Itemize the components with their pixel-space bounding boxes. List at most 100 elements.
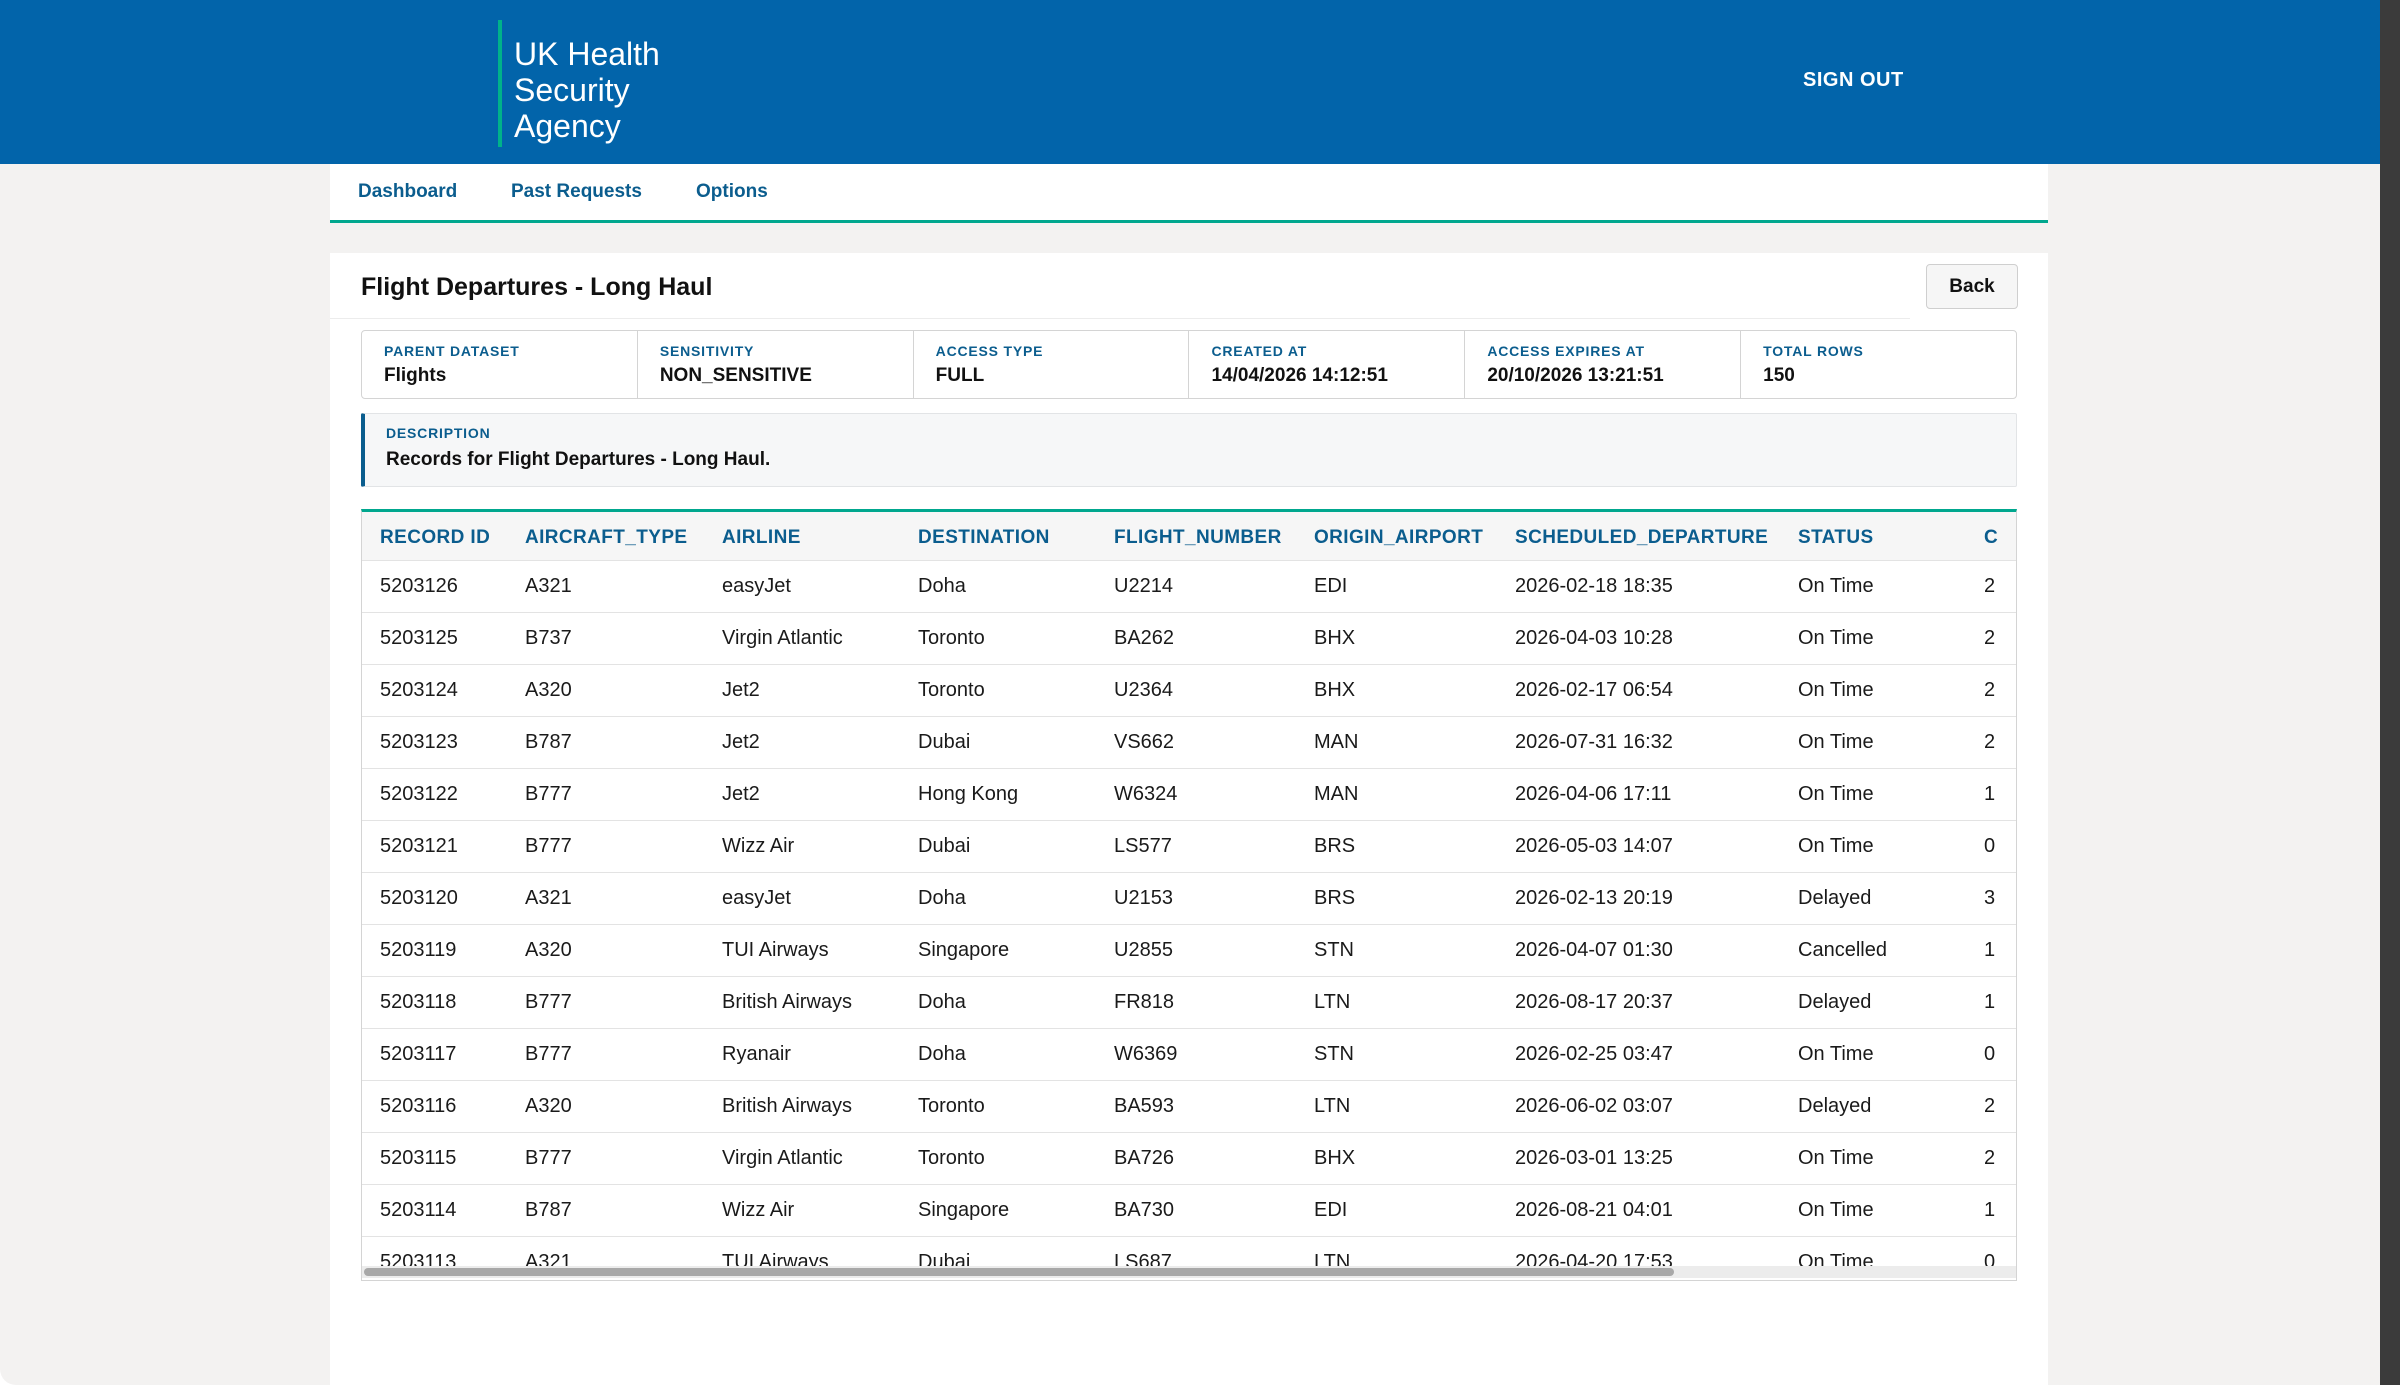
sign-out-link[interactable]: SIGN OUT	[1803, 69, 1904, 91]
meta-parent-dataset: PARENT DATASET Flights	[362, 331, 638, 398]
table-cell: Jet2	[722, 783, 760, 805]
table-row[interactable]: 5203126 A321 easyJet Doha U2214 EDI 2026-02-18…	[362, 560, 2016, 612]
meta-value: 14/04/2026 14:12:51	[1211, 365, 1388, 386]
table-row[interactable]: 5203119 A320 TUI Airways Singapore U2855 STN 2…	[362, 924, 2016, 976]
table-cell: On Time	[1798, 731, 1874, 753]
table-row[interactable]: 5203115 B777 Virgin Atlantic Toronto BA726 BH…	[362, 1132, 2016, 1184]
nav-options[interactable]: Options	[696, 181, 768, 202]
table-row[interactable]: 5203124 A320 Jet2 Toronto U2364 BHX 2026-02-17…	[362, 664, 2016, 716]
dataset-card: Flight Departures - Long Haul Back PAREN…	[330, 253, 2048, 1385]
table-cell: 5203123	[380, 731, 458, 753]
meta-value: NON_SENSITIVE	[659, 365, 812, 386]
meta-sensitivity: SENSITIVITY NON_SENSITIVE	[638, 331, 914, 398]
site-header: UK Health Security Agency SIGN OUT	[0, 0, 2380, 164]
table-cell: 1	[1984, 939, 1996, 961]
table-cell: On Time	[1798, 1043, 1874, 1065]
table-cell: On Time	[1798, 575, 1874, 597]
ukhsa-logo[interactable]: UK Health Security Agency	[498, 20, 660, 147]
meta-label: PARENT DATASET	[384, 343, 520, 359]
table-cell: Jet2	[722, 679, 760, 701]
table-cell: FR818	[1114, 991, 1175, 1013]
table-cell: A321	[525, 887, 572, 909]
column-header[interactable]: C	[1984, 527, 1999, 548]
table-row[interactable]: 5203114 B787 Wizz Air Singapore BA730 EDI 2026…	[362, 1184, 2016, 1236]
table-cell: B777	[525, 991, 572, 1013]
table-cell: LTN	[1314, 1095, 1351, 1117]
data-table[interactable]: RECORD ID AIRCRAFT_TYPE AIRLINE DESTINATION…	[361, 509, 2017, 1281]
table-cell: B777	[525, 783, 572, 805]
table-row[interactable]: 5203118 B777 British Airways Doha FR818 LTN 20…	[362, 976, 2016, 1028]
main-nav: Dashboard Past Requests Options	[330, 164, 2048, 223]
table-cell: 2	[1984, 731, 1996, 753]
table-cell: Virgin Atlantic	[722, 627, 843, 649]
table-row[interactable]: 5203116 A320 British Airways Toronto BA593 LT…	[362, 1080, 2016, 1132]
meta-label: ACCESS EXPIRES AT	[1487, 343, 1645, 359]
table-cell: British Airways	[722, 1095, 853, 1117]
back-button[interactable]: Back	[1926, 264, 2018, 309]
table-row[interactable]: 5203123 B787 Jet2 Dubai VS662 MAN 2026-07-31 1…	[362, 716, 2016, 768]
table-row[interactable]: 5203125 B737 Virgin Atlantic Toronto BA262 BH…	[362, 612, 2016, 664]
table-cell: 0	[1984, 1251, 1996, 1273]
table-row[interactable]: 5203122 B777 Jet2 Hong Kong W6324 MAN 2026-04-…	[362, 768, 2016, 820]
table-row[interactable]: 5203121 B777 Wizz Air Dubai LS577 BRS 2026-05-…	[362, 820, 2016, 872]
table-cell: A320	[525, 1095, 572, 1117]
table-cell: BHX	[1314, 1147, 1356, 1169]
nav-past-requests[interactable]: Past Requests	[511, 181, 642, 202]
table-cell: On Time	[1798, 627, 1874, 649]
table-cell: Delayed	[1798, 887, 1872, 909]
table-cell: Ryanair	[722, 1043, 791, 1065]
table-cell: Singapore	[918, 1199, 1010, 1221]
meta-created-at: CREATED AT 14/04/2026 14:12:51	[1189, 331, 1466, 398]
column-header[interactable]: DESTINATION	[918, 527, 1050, 548]
table-cell: 2026-02-18 18:35	[1515, 575, 1673, 597]
table-cell: 2026-03-01 13:25	[1515, 1147, 1673, 1169]
table-cell: On Time	[1798, 1147, 1874, 1169]
table-cell: A320	[525, 939, 572, 961]
table-cell: 2	[1984, 575, 1996, 597]
horizontal-scrollbar-thumb[interactable]	[364, 1268, 1674, 1276]
title-divider	[330, 318, 1910, 319]
description-box: DESCRIPTION Records for Flight Departure…	[361, 413, 2017, 487]
meta-label: CREATED AT	[1211, 343, 1308, 359]
table-cell: U2153	[1114, 887, 1173, 909]
table-cell: BA730	[1114, 1199, 1175, 1221]
table-cell: 5203118	[380, 991, 457, 1013]
meta-value: Flights	[384, 365, 447, 386]
table-cell: EDI	[1314, 575, 1348, 597]
table-cell: LS577	[1114, 835, 1172, 857]
table-row[interactable]: 5203120 A321 easyJet Doha U2153 BRS 2026-02-13…	[362, 872, 2016, 924]
nav-dashboard[interactable]: Dashboard	[358, 181, 458, 202]
table-cell: 2026-07-31 16:32	[1515, 731, 1673, 753]
table-cell: B787	[525, 731, 572, 753]
page-title: Flight Departures - Long Haul	[361, 273, 713, 301]
table-cell: B737	[525, 627, 572, 649]
column-header[interactable]: AIRCRAFT_TYPE	[525, 527, 688, 548]
column-header[interactable]: ORIGIN_AIRPORT	[1314, 527, 1484, 548]
table-cell: 5203117	[380, 1043, 457, 1065]
table-cell: 5203124	[380, 679, 458, 701]
table-cell: 5203120	[380, 887, 458, 909]
table-cell: Hong Kong	[918, 783, 1019, 805]
table-cell: easyJet	[722, 887, 791, 909]
table-cell: Dubai	[918, 731, 971, 753]
table-cell: Wizz Air	[722, 835, 795, 857]
table-cell: TUI Airways	[722, 939, 829, 961]
table-cell: STN	[1314, 1043, 1354, 1065]
table-cell: 2	[1984, 627, 1996, 649]
column-header[interactable]: SCHEDULED_DEPARTURE	[1515, 527, 1769, 548]
column-header[interactable]: FLIGHT_NUMBER	[1114, 527, 1282, 548]
description-label: DESCRIPTION	[386, 425, 491, 441]
table-cell: 3	[1984, 887, 1996, 909]
dataset-metadata: PARENT DATASET Flights SENSITIVITY NON_S…	[361, 330, 2017, 399]
table-cell: 2026-04-03 10:28	[1515, 627, 1673, 649]
table-cell: easyJet	[722, 575, 791, 597]
table-cell: VS662	[1114, 731, 1175, 753]
table-cell: BRS	[1314, 835, 1356, 857]
column-header[interactable]: AIRLINE	[722, 527, 801, 548]
column-header[interactable]: RECORD ID	[380, 527, 491, 548]
table-header: RECORD ID AIRCRAFT_TYPE AIRLINE DESTINATION…	[362, 512, 2016, 560]
table-row[interactable]: 5203117 B777 Ryanair Doha W6369 STN 2026-02-25…	[362, 1028, 2016, 1080]
column-header[interactable]: STATUS	[1798, 527, 1874, 548]
table-cell: B777	[525, 1147, 572, 1169]
table-cell: Delayed	[1798, 1095, 1872, 1117]
